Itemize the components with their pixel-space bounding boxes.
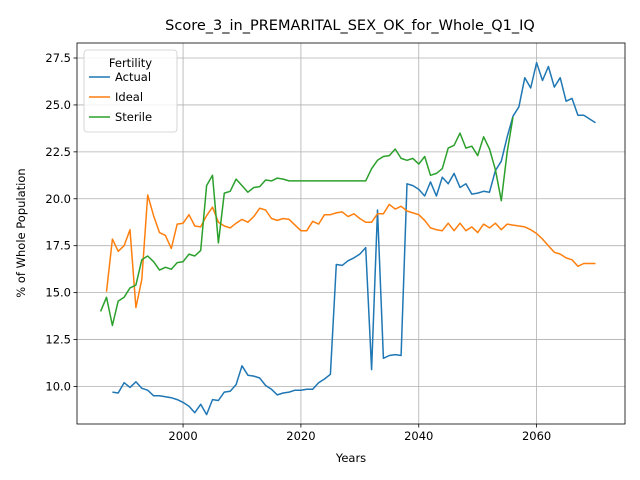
x-tick-label: 2000 (168, 429, 197, 443)
x-tick-label: 2040 (404, 429, 433, 443)
legend-box (83, 49, 178, 133)
x-axis-label: Years (335, 451, 366, 465)
y-tick-label: 27.5 (45, 51, 71, 65)
y-tick-label: 12.5 (45, 333, 71, 347)
series-line-ideal (105, 194, 596, 309)
y-tick-label: 20.0 (45, 192, 71, 206)
legend-label-sterile: Sterile (115, 110, 152, 124)
x-axis: 2000 2020 2040 2060 (168, 424, 551, 443)
y-axis: 10.0 12.5 15.0 17.5 20.0 22.5 25.0 27.5 (45, 51, 77, 393)
series-line-actual (112, 61, 596, 416)
y-axis-label: % of Whole Population (14, 168, 28, 297)
chart-title: Score_3_in_PREMARITAL_SEX_OK_for_Whole_Q… (165, 18, 535, 34)
y-tick-label: 17.5 (45, 239, 71, 253)
series-line-sterile (99, 116, 514, 327)
y-tick-label: 22.5 (45, 145, 71, 159)
y-tick-label: 15.0 (45, 286, 71, 300)
x-tick-label: 2060 (522, 429, 551, 443)
legend-label-actual: Actual (115, 70, 151, 84)
x-tick-label: 2020 (286, 429, 315, 443)
legend: Fertility Actual Ideal Sterile (83, 49, 178, 133)
plot-area-frame (76, 42, 626, 425)
series-lines (99, 61, 596, 416)
y-tick-label: 25.0 (45, 98, 71, 112)
y-tick-label: 10.0 (45, 379, 71, 393)
legend-label-ideal: Ideal (115, 90, 143, 104)
legend-title: Fertility (109, 56, 152, 70)
grid-lines (77, 43, 625, 424)
